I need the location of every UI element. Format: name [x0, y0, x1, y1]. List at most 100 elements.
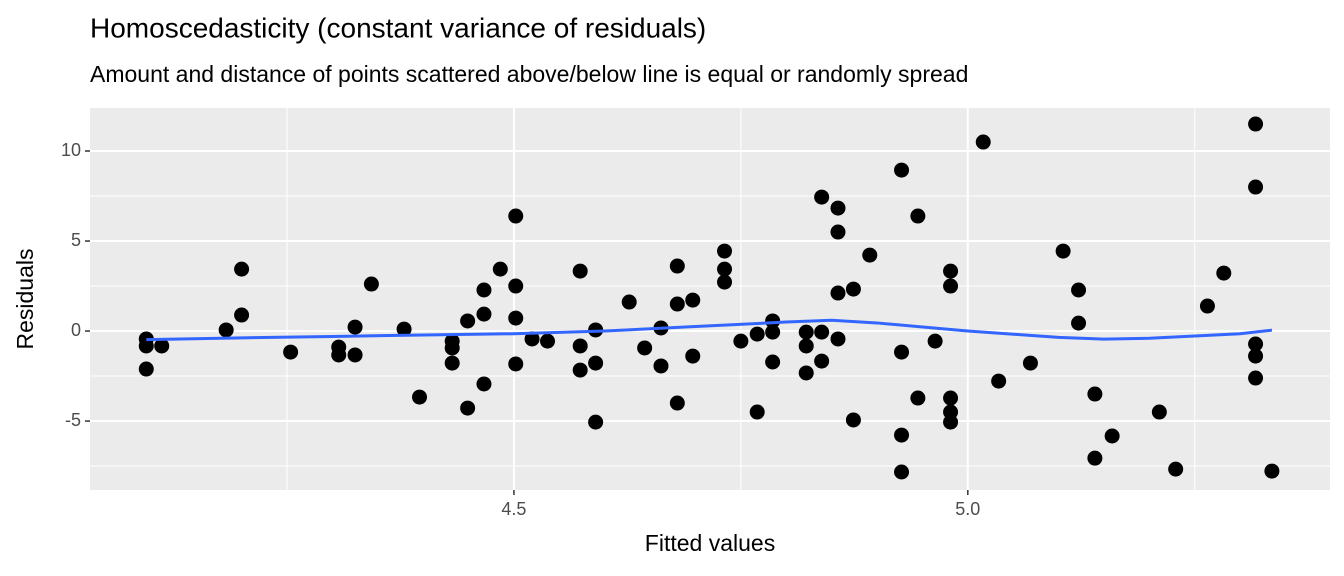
point	[476, 282, 492, 298]
point	[524, 331, 540, 347]
point	[508, 310, 524, 326]
point	[975, 134, 991, 150]
point	[765, 313, 781, 329]
y-tick-label: -5	[65, 410, 81, 430]
point	[943, 414, 959, 430]
point	[798, 338, 814, 354]
point	[444, 340, 460, 356]
point	[894, 464, 910, 480]
point	[669, 258, 685, 274]
point	[894, 162, 910, 178]
point	[1248, 116, 1264, 132]
point	[943, 390, 959, 406]
point	[444, 355, 460, 371]
point	[733, 333, 749, 349]
point	[830, 331, 846, 347]
point	[830, 285, 846, 301]
point	[1055, 243, 1071, 259]
point	[830, 224, 846, 240]
point	[1104, 428, 1120, 444]
point	[621, 294, 637, 310]
x-tick-label: 4.5	[501, 499, 526, 519]
point	[572, 263, 588, 279]
point	[798, 365, 814, 381]
point	[717, 261, 733, 277]
point	[508, 278, 524, 294]
point	[685, 348, 701, 364]
point	[910, 208, 926, 224]
panel	[90, 108, 1330, 490]
point	[331, 347, 347, 363]
point	[154, 338, 170, 354]
point	[814, 324, 830, 340]
point	[862, 247, 878, 263]
point	[894, 344, 910, 360]
point	[572, 338, 588, 354]
point	[234, 307, 250, 323]
point	[476, 376, 492, 392]
y-tick-label: 5	[71, 230, 81, 250]
point	[1264, 463, 1280, 479]
point	[572, 362, 588, 378]
point	[894, 427, 910, 443]
point	[508, 208, 524, 224]
point	[460, 400, 476, 416]
point	[1199, 298, 1215, 314]
chart-title: Homoscedasticity (constant variance of r…	[90, 12, 706, 43]
point	[910, 390, 926, 406]
point	[669, 296, 685, 312]
point	[347, 347, 363, 363]
point	[218, 322, 234, 338]
point	[1248, 336, 1264, 352]
point	[363, 276, 379, 292]
point	[943, 278, 959, 294]
point	[1087, 386, 1103, 402]
point	[814, 189, 830, 205]
point	[845, 412, 861, 428]
point	[927, 333, 943, 349]
point	[138, 338, 154, 354]
point	[234, 261, 250, 277]
point	[492, 261, 508, 277]
point	[653, 358, 669, 374]
point	[1087, 450, 1103, 466]
smooth-line	[146, 318, 1273, 342]
point	[845, 281, 861, 297]
point	[814, 353, 830, 369]
point	[460, 313, 476, 329]
point	[1071, 282, 1087, 298]
point	[588, 355, 604, 371]
point	[1248, 179, 1264, 195]
point	[1216, 265, 1232, 281]
point	[717, 274, 733, 290]
point	[588, 414, 604, 430]
point	[508, 356, 524, 372]
point	[685, 292, 701, 308]
point	[1022, 355, 1038, 371]
point	[1151, 404, 1167, 420]
point	[991, 373, 1007, 389]
point	[830, 200, 846, 216]
point	[749, 326, 765, 342]
point	[1071, 315, 1087, 331]
point	[1248, 370, 1264, 386]
x-axis-title: Fitted values	[645, 530, 775, 556]
point	[637, 340, 653, 356]
point	[540, 333, 556, 349]
point	[476, 306, 492, 322]
x-tick-label: 5.0	[955, 499, 980, 519]
point	[138, 361, 154, 377]
point	[283, 344, 299, 360]
point	[412, 389, 428, 405]
point	[347, 319, 363, 335]
chart-subtitle: Amount and distance of points scattered …	[90, 61, 968, 87]
point	[669, 395, 685, 411]
y-axis-title: Residuals	[12, 249, 38, 350]
point	[749, 404, 765, 420]
point	[1248, 348, 1264, 364]
point	[798, 324, 814, 340]
y-tick-label: 10	[61, 140, 81, 160]
point	[1168, 461, 1184, 477]
